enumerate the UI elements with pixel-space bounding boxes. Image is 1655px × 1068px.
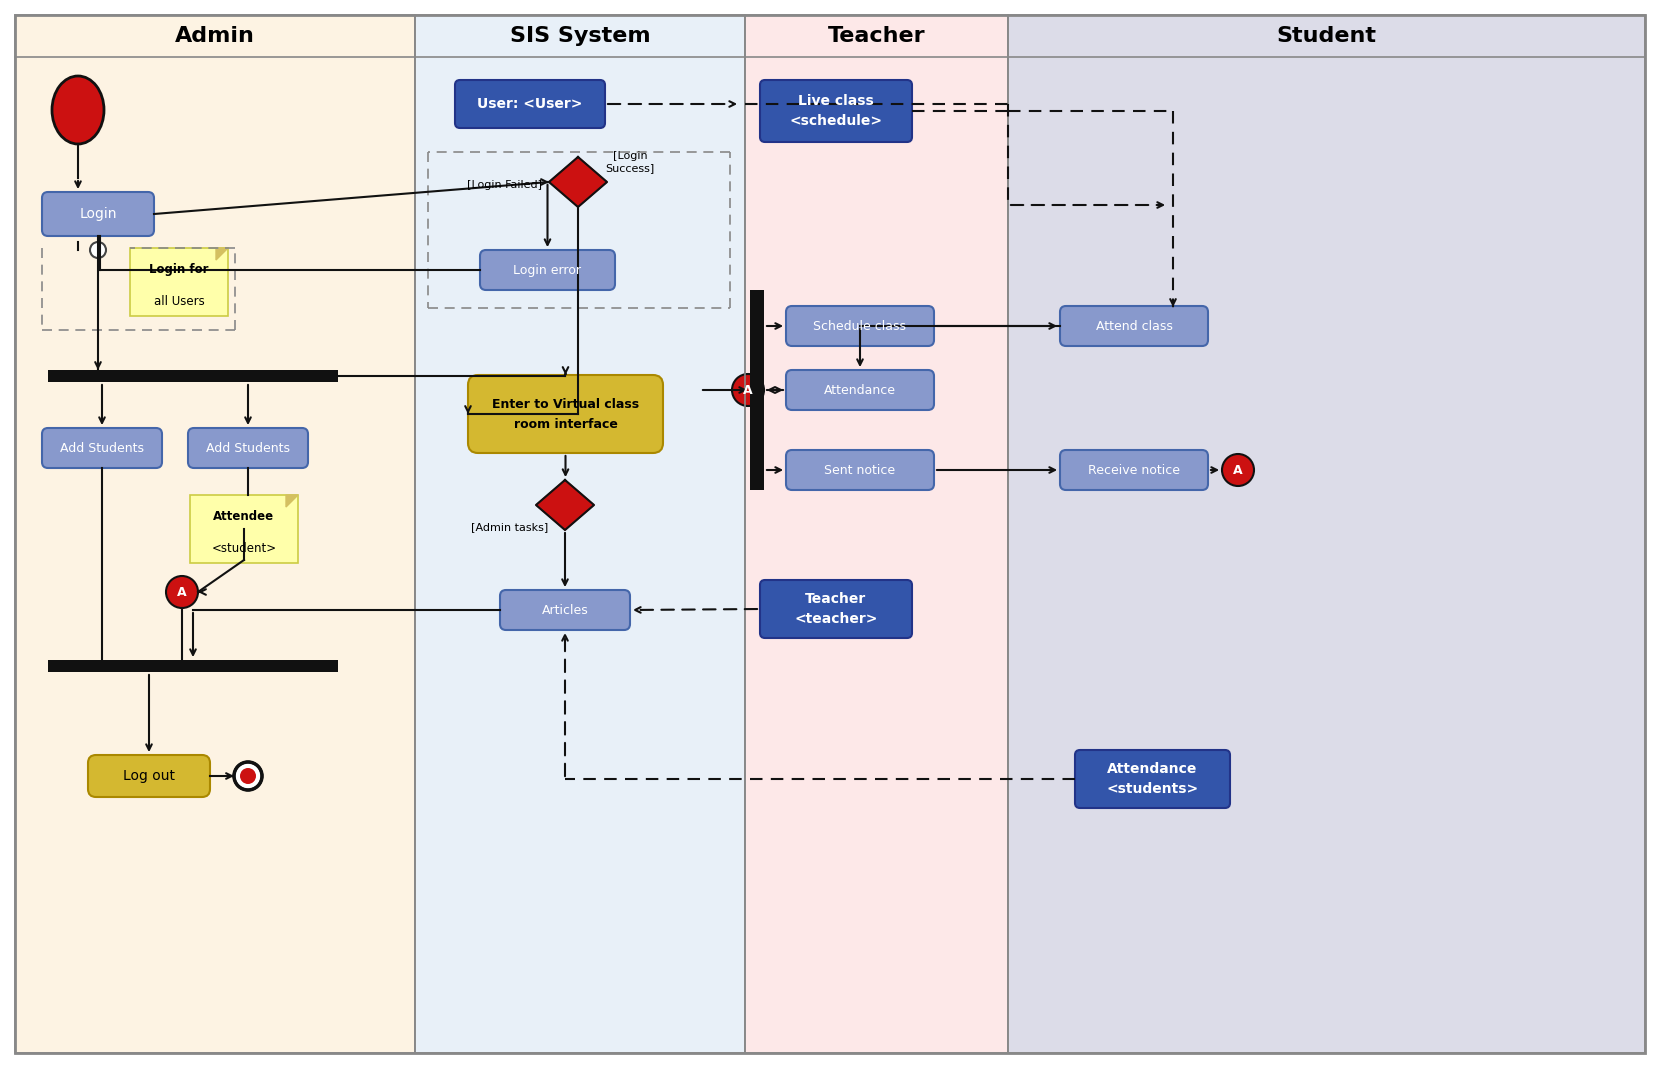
Text: A: A [1233,464,1241,476]
Polygon shape [549,157,607,207]
FancyBboxPatch shape [41,192,154,236]
Text: Attend class: Attend class [1096,319,1172,332]
Text: all Users: all Users [154,295,204,308]
FancyBboxPatch shape [500,590,629,630]
Text: room interface: room interface [513,418,617,430]
FancyBboxPatch shape [88,755,210,797]
Text: Schedule class: Schedule class [813,319,905,332]
Text: Add Students: Add Students [60,441,144,455]
Text: User: <User>: User: <User> [477,97,583,111]
Text: Teacher: Teacher [828,26,925,46]
Circle shape [233,761,261,790]
Circle shape [1221,454,1253,486]
Text: [Admin tasks]: [Admin tasks] [472,522,548,532]
Bar [15,15,415,1053]
Text: Teacher: Teacher [804,592,866,606]
FancyBboxPatch shape [468,375,662,453]
FancyBboxPatch shape [455,80,604,128]
Bar [745,15,1008,1053]
Text: Login error: Login error [513,264,581,277]
Circle shape [240,768,257,784]
Circle shape [89,242,106,258]
Bar [750,290,763,490]
Text: <teacher>: <teacher> [794,612,877,626]
Text: Attendee: Attendee [213,509,275,522]
FancyBboxPatch shape [189,428,308,468]
FancyBboxPatch shape [1059,450,1206,490]
Text: Login for: Login for [149,263,209,276]
Ellipse shape [51,76,104,144]
Text: SIS System: SIS System [510,26,650,46]
Circle shape [166,576,199,608]
Text: Admin: Admin [175,26,255,46]
Text: Receive notice: Receive notice [1087,464,1180,476]
FancyBboxPatch shape [41,428,162,468]
Text: Attendance: Attendance [1107,761,1197,776]
Text: <student>: <student> [212,541,276,554]
Text: Login: Login [79,207,118,221]
Text: <students>: <students> [1106,782,1198,796]
Text: Student: Student [1276,26,1375,46]
Text: Attendance: Attendance [824,383,895,396]
Text: A: A [743,383,753,396]
FancyBboxPatch shape [786,370,933,410]
Bar [131,248,228,316]
Text: [Login
Success]: [Login Success] [606,152,654,173]
Bar [48,370,338,382]
Text: Enter to Virtual class: Enter to Virtual class [492,397,639,410]
Text: Sent notice: Sent notice [824,464,895,476]
Polygon shape [286,494,298,507]
Bar [415,15,745,1053]
Text: Articles: Articles [541,603,588,616]
Text: Add Students: Add Students [205,441,290,455]
FancyBboxPatch shape [786,450,933,490]
FancyBboxPatch shape [786,307,933,346]
FancyBboxPatch shape [1059,307,1206,346]
FancyBboxPatch shape [1074,750,1230,808]
Bar [190,494,298,563]
FancyBboxPatch shape [480,250,614,290]
Bar [1008,15,1643,1053]
Circle shape [732,374,763,406]
Text: A: A [177,585,187,598]
Polygon shape [215,248,228,260]
Text: Live class: Live class [798,94,874,108]
Text: <schedule>: <schedule> [789,114,882,128]
Text: [Login Failed]: [Login Failed] [467,180,543,190]
FancyBboxPatch shape [760,80,912,142]
Text: Log out: Log out [122,769,175,783]
Bar [48,660,338,672]
Polygon shape [536,480,594,530]
FancyBboxPatch shape [760,580,912,638]
